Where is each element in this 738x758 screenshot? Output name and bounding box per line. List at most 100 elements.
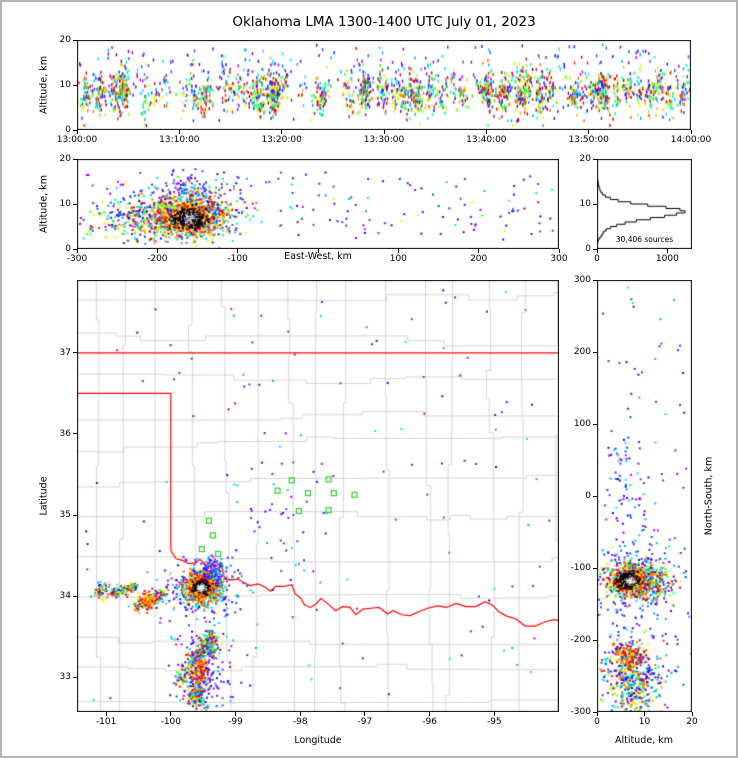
x-tick-mark [105,712,107,716]
y-tick-mark [593,495,597,497]
x-tick-label: 100 [389,254,407,264]
y-tick-mark [73,352,77,354]
x-tick-label: 13:30:00 [363,135,405,145]
x-tick-label: -96 [422,717,437,727]
y-tick-label: 20 [59,35,71,45]
plan-view-map-canvas [77,280,559,712]
x-tick-label: 14:00:00 [670,135,712,145]
x-tick-mark [237,249,239,253]
y-tick-mark [73,129,77,131]
y-tick-mark [593,423,597,425]
y-tick-label: 0 [65,244,71,254]
x-tick-mark [558,249,560,253]
y-tick-label: 10 [579,199,591,209]
y-tick-mark [73,158,77,160]
y-tick-mark [73,39,77,41]
ns-xlabel: Altitude, km [615,735,673,746]
x-tick-mark [281,130,283,134]
x-tick-mark [478,249,480,253]
y-tick-mark [593,711,597,713]
y-tick-mark [73,84,77,86]
y-tick-label: 10 [59,80,71,90]
x-tick-label: 1000 [655,254,679,264]
x-tick-mark [76,130,78,134]
x-tick-label: 13:10:00 [159,135,200,145]
time-height-ylabel: Altitude, km [38,56,50,114]
x-tick-mark [596,249,598,253]
y-tick-mark [73,248,77,250]
y-tick-mark [73,676,77,678]
x-tick-label: 13:20:00 [261,135,302,145]
y-tick-mark [593,567,597,569]
x-tick-mark [429,712,431,716]
x-tick-label: -100 [160,717,182,727]
map-ylabel: Latitude [38,476,50,516]
ns-ylabel: North-South, km [703,456,715,536]
y-tick-label: 36 [59,428,71,439]
source-count-label: 30,406 sources [615,235,674,244]
y-tick-mark [73,595,77,597]
y-tick-mark [73,203,77,205]
x-tick-mark [644,712,645,716]
altitude-histogram-panel: 30,406 sources [597,159,692,249]
y-tick-label: 300 [573,275,591,285]
y-tick-label: 37 [59,347,71,358]
ew-xlabel: East-West, km [284,251,352,262]
y-tick-label: -100 [570,563,591,573]
y-tick-label: 34 [59,591,71,602]
x-tick-label: 13:00:00 [56,135,98,145]
x-tick-mark [299,712,301,716]
x-tick-mark [691,712,693,716]
ew-cross-section-panel [77,159,559,249]
ns-cross-section-panel [597,280,692,712]
x-tick-label: 0 [594,717,600,727]
x-tick-label: -99 [228,717,243,727]
x-tick-label: -200 [147,254,168,264]
x-tick-label: 300 [550,254,568,264]
x-tick-label: 13:50:00 [568,135,609,145]
map-xlabel: Longitude [294,735,342,746]
x-tick-mark [170,712,172,716]
x-tick-label: 20 [686,717,698,727]
time-height-canvas [77,40,691,130]
x-tick-mark [596,712,598,716]
x-tick-label: -101 [95,717,117,727]
x-tick-mark [485,130,487,134]
x-tick-label: -97 [357,717,373,727]
figure-title: Oklahoma LMA 1300-1400 UTC July 01, 2023 [232,14,536,30]
x-tick-label: -100 [227,254,248,264]
y-tick-label: 0 [65,125,71,135]
x-tick-label: -98 [292,717,308,727]
x-tick-mark [317,249,319,253]
x-tick-mark [383,130,385,134]
x-tick-label: 13:40:00 [466,135,507,145]
x-tick-mark [235,712,236,716]
y-tick-label: 10 [59,199,71,209]
y-tick-label: 200 [573,347,591,357]
y-tick-mark [593,248,597,250]
y-tick-mark [593,203,597,205]
x-tick-mark [178,130,180,134]
y-tick-label: 33 [59,672,71,683]
y-tick-mark [593,639,597,641]
y-tick-label: 100 [573,419,591,429]
plan-view-map-panel [77,280,559,712]
y-tick-mark [593,351,597,353]
y-tick-label: 20 [59,154,71,164]
y-tick-mark [593,279,597,281]
y-tick-label: 0 [585,491,591,501]
y-tick-mark [73,514,77,516]
y-tick-label: 20 [579,154,591,164]
x-tick-mark [588,130,590,134]
y-tick-label: 0 [585,244,591,254]
y-tick-label: -300 [570,707,591,717]
y-tick-label: -200 [570,635,591,645]
x-tick-label: 10 [638,717,651,727]
x-tick-mark [690,130,692,134]
y-tick-label: 35 [59,510,71,521]
x-tick-mark [397,249,399,253]
time-height-panel [77,40,691,130]
x-tick-label: 200 [470,254,488,264]
ew-cross-section-canvas [77,159,559,249]
